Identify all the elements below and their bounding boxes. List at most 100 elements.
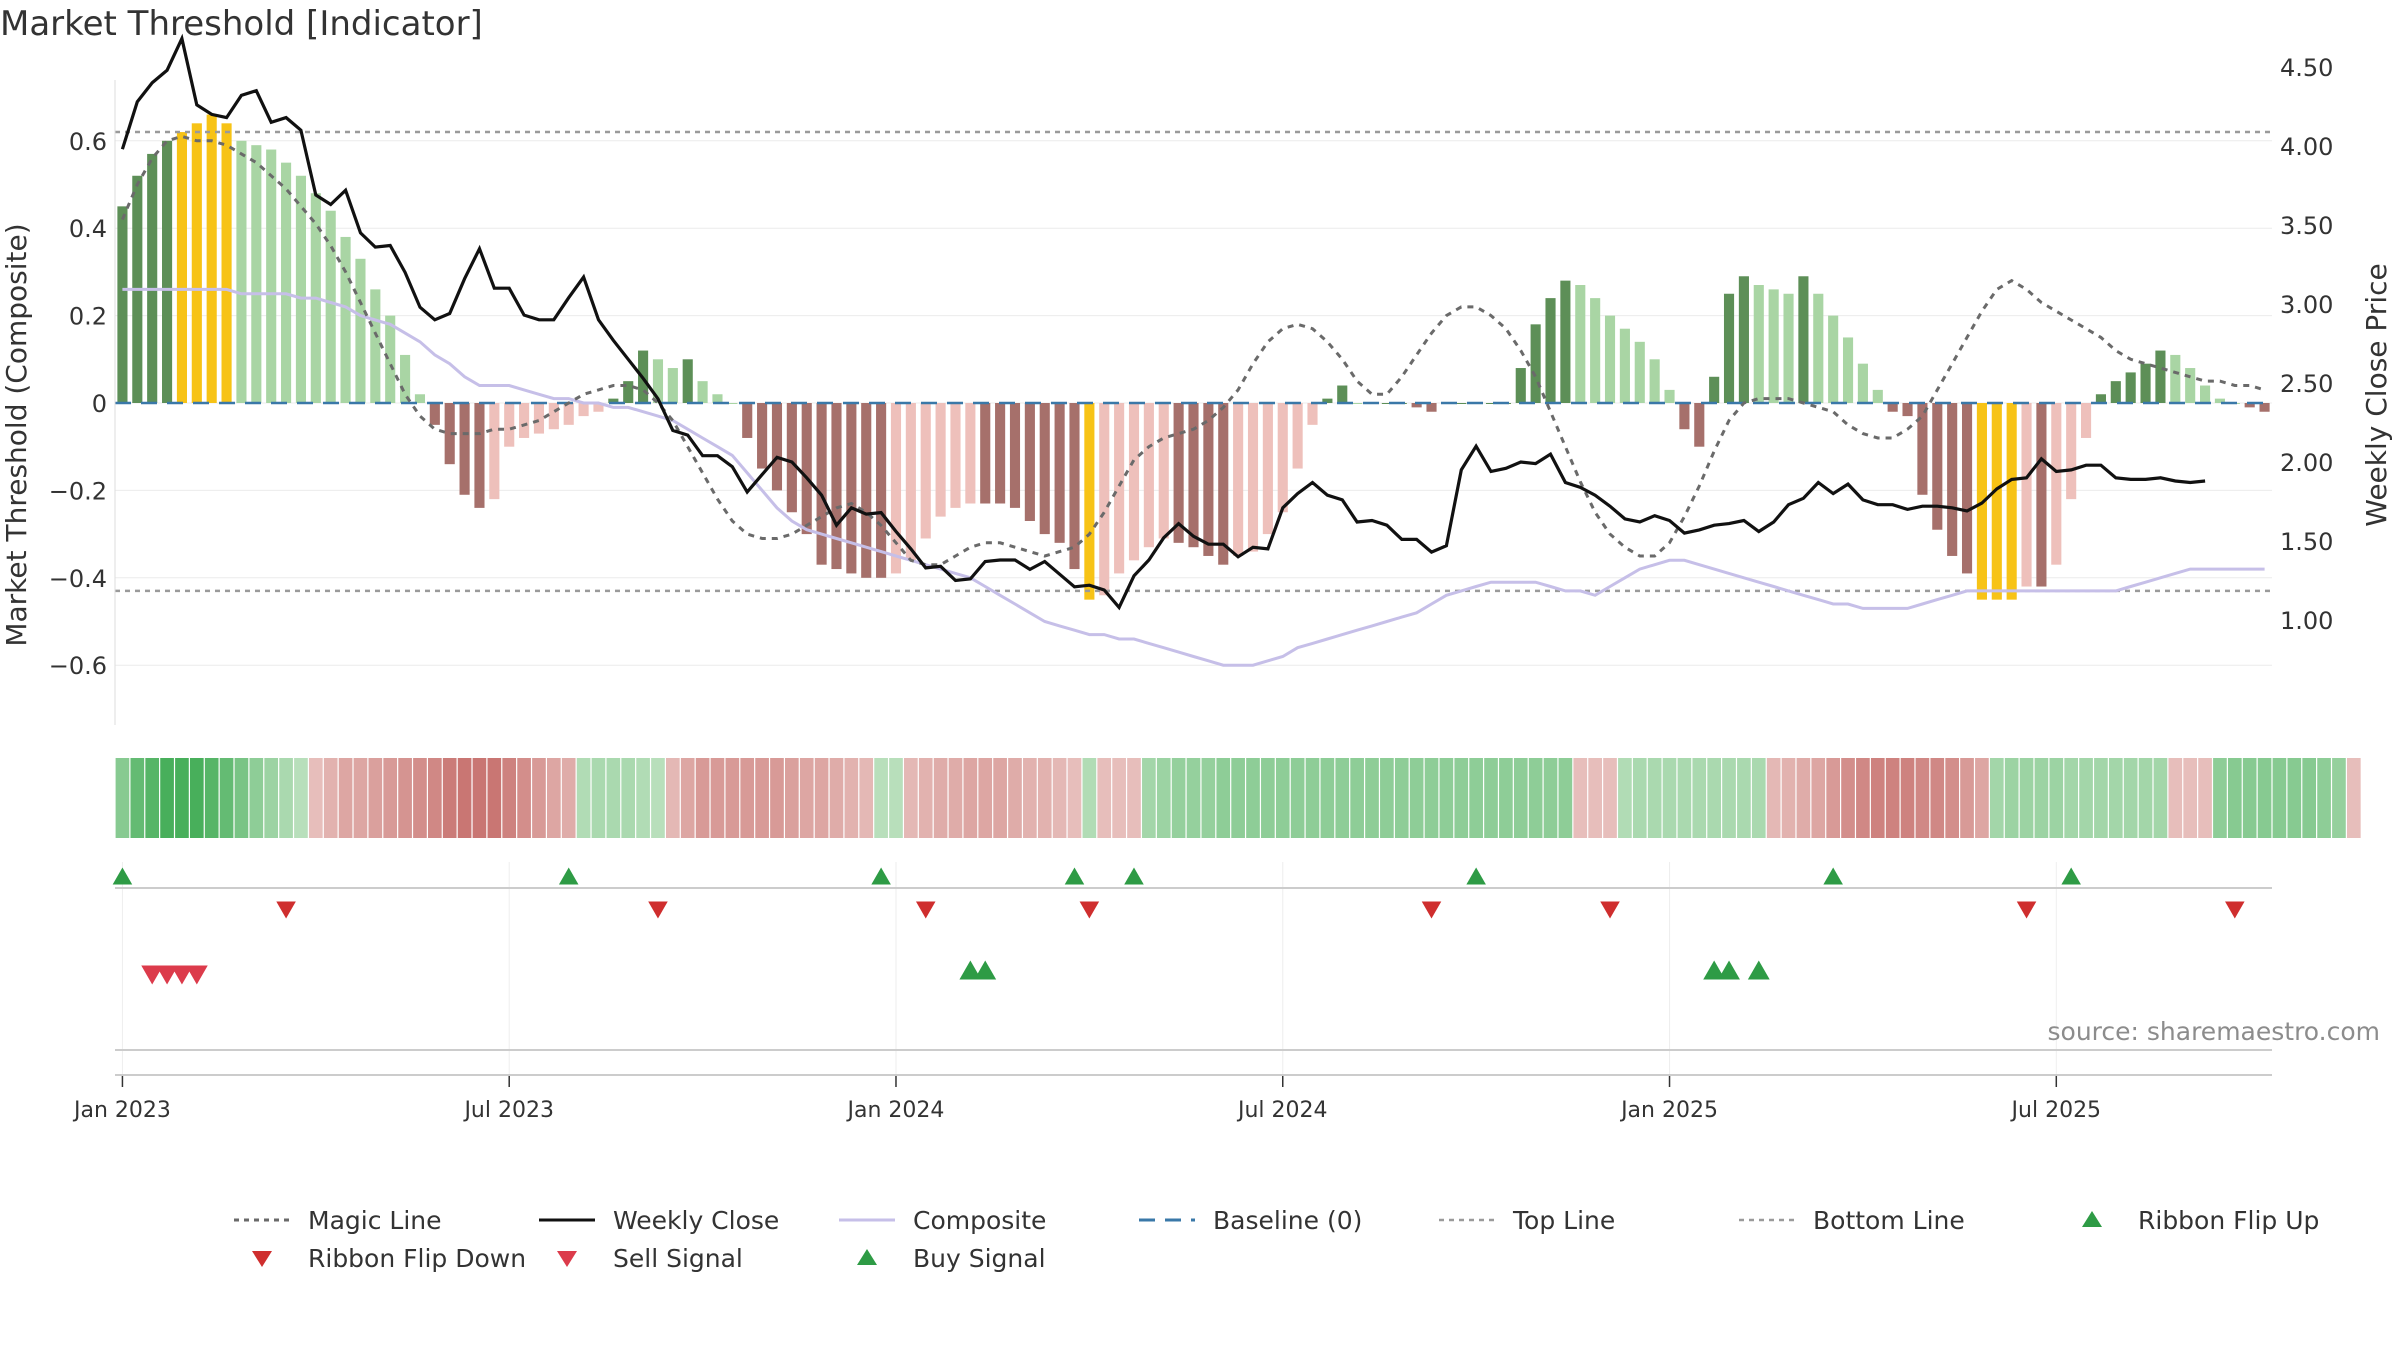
composite-bar	[935, 403, 946, 517]
legend-swatch-magic	[234, 1218, 290, 1222]
ribbon-cell	[1290, 758, 1305, 838]
legend-item-flipup: Ribbon Flip Up	[2060, 1205, 2319, 1235]
sell-signal-marker	[156, 965, 178, 985]
ribbon-cell	[2227, 758, 2242, 838]
composite-bar	[2125, 372, 2136, 403]
ribbon-cell	[1335, 758, 1350, 838]
ribbon-cell	[1662, 758, 1677, 838]
ribbon-flip-down-marker	[648, 901, 668, 919]
composite-bar	[876, 403, 887, 578]
ribbon-cell	[294, 758, 308, 838]
buy-signal-marker	[1747, 960, 1770, 980]
ribbon-cell	[1156, 758, 1171, 838]
ribbon-flip-up-marker	[1823, 867, 1843, 885]
grid-layer	[115, 140, 2272, 1075]
ribbon-cell	[145, 758, 160, 838]
ribbon-cell	[978, 758, 993, 838]
composite-bar	[1709, 376, 1720, 403]
composite-bar	[251, 145, 262, 404]
composite-bar	[890, 403, 902, 574]
ribbon-cell	[785, 758, 799, 838]
legend: Magic Line Weekly Close Composite Baseline …	[230, 1205, 2370, 1285]
composite-bar	[563, 403, 574, 425]
composite-bar	[266, 149, 277, 403]
composite-bar	[400, 354, 411, 403]
composite-bar	[1292, 403, 1303, 469]
y-tick-label-right: 2.50	[2280, 370, 2333, 398]
ribbon-cell	[249, 758, 264, 838]
ribbon-flip-down-marker	[1079, 901, 1100, 919]
x-tick-label: Jul 2024	[1236, 1098, 1328, 1123]
composite-bar	[1634, 341, 1645, 403]
ribbon-cell	[1275, 758, 1290, 838]
composite-bar	[1560, 280, 1571, 403]
ribbon-cell	[1008, 758, 1022, 838]
composite-bar	[727, 403, 738, 404]
composite-bar	[757, 403, 768, 469]
legend-label-composite: Composite	[913, 1205, 1047, 1235]
ribbon-cell	[264, 758, 279, 838]
series-lines	[115, 33, 2272, 667]
legend-item-buy: Buy Signal	[835, 1243, 1046, 1273]
composite-bar	[1575, 285, 1586, 403]
ribbon-cell	[338, 758, 353, 838]
ribbon-cell	[1394, 758, 1409, 838]
ribbon-cell	[1766, 758, 1781, 838]
ribbon-cell	[874, 758, 888, 838]
composite-bar	[191, 123, 202, 403]
composite-bar	[370, 289, 381, 403]
legend-label-baseline: Baseline (0)	[1213, 1205, 1363, 1235]
composite-bar	[1128, 403, 1140, 561]
ribbon-flip-up-marker	[1466, 867, 1486, 885]
ribbon-cell	[442, 758, 457, 838]
composite-bar	[1530, 324, 1541, 403]
composite-bar	[414, 394, 426, 403]
axes: 0.6 0.4 0.2 0 −0.2 −0.4 −0.6 4.50 4.00 3.50 3.00 2.…	[49, 54, 2334, 1123]
composite-bar	[1277, 403, 1288, 513]
ribbon-cell	[695, 758, 710, 838]
composite-bar	[1054, 403, 1065, 543]
weekly-close-line	[120, 33, 2206, 611]
ribbon-cell	[532, 758, 546, 838]
ribbon-cell	[308, 758, 323, 838]
ribbon-cell	[1543, 758, 1558, 838]
ribbon-cell	[591, 758, 606, 838]
composite-bar	[236, 140, 247, 404]
composite-bar	[578, 403, 589, 417]
y-tick-label-right: 1.50	[2280, 528, 2333, 556]
ribbon-cell	[1052, 758, 1067, 838]
y-tick-label-right: 2.00	[2280, 449, 2333, 477]
signal-markers	[112, 867, 2245, 985]
ribbon-flip-down-marker	[2016, 901, 2037, 919]
composite-bar	[920, 403, 931, 539]
x-tick-label: Jan 2024	[846, 1098, 945, 1123]
composite-bar	[980, 403, 991, 504]
sell-signal-marker	[185, 965, 208, 985]
ribbon-cell	[1737, 758, 1751, 838]
legend-item-composite: Composite	[835, 1205, 1046, 1235]
ribbon-cell	[1870, 758, 1885, 838]
composite-bar	[1337, 385, 1348, 403]
composite-bar	[1262, 403, 1273, 535]
ribbon-cell	[1618, 758, 1632, 838]
composite-bar	[995, 403, 1006, 504]
y-tick-label-right: 1.00	[2280, 607, 2333, 635]
composite-bar	[1069, 403, 1080, 570]
ribbon-cell	[1231, 758, 1245, 838]
ribbon-cell	[814, 758, 829, 838]
composite-bar	[1590, 298, 1601, 403]
composite-line	[122, 287, 2265, 667]
ribbon-cell	[2272, 758, 2287, 838]
ribbon-flip-up-marker	[1124, 867, 1144, 885]
legend-swatch-buy	[857, 1249, 877, 1265]
ribbon-cell	[1320, 758, 1335, 838]
legend-label-flipdown: Ribbon Flip Down	[308, 1243, 527, 1273]
ribbon-cell	[2019, 758, 2034, 838]
composite-bar	[1917, 403, 1928, 495]
composite-bar	[1024, 403, 1035, 521]
ribbon-cell	[948, 758, 963, 838]
ribbon-cell	[1142, 758, 1156, 838]
chart-title: Market Threshold [Indicator]	[0, 4, 483, 44]
y-axis-label-right: Weekly Close Price	[2360, 263, 2393, 526]
legend-item-flipdown: Ribbon Flip Down	[230, 1243, 526, 1273]
